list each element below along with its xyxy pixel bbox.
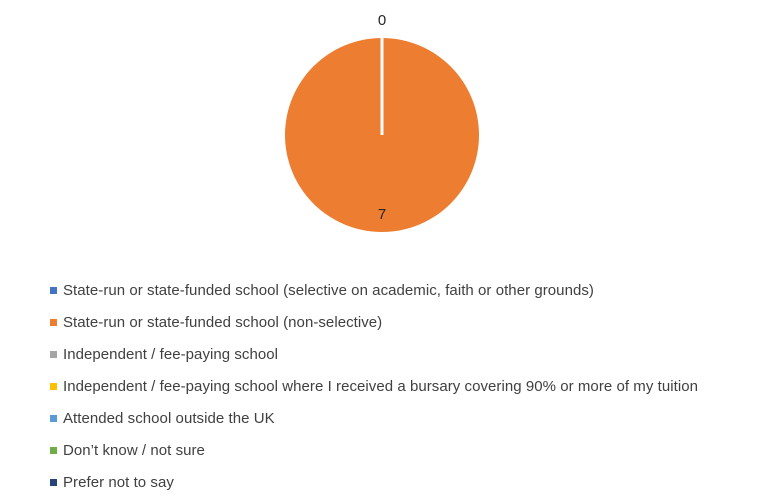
legend-label: Independent / fee-paying school <box>63 345 279 363</box>
legend-label: State-run or state-funded school (non-se… <box>63 313 383 331</box>
legend-item: Independent / fee-paying school where I … <box>50 370 762 402</box>
data-label-1: 7 <box>378 206 386 223</box>
legend-label: Don’t know / not sure <box>63 441 205 459</box>
legend-item: Don’t know / not sure <box>50 434 762 466</box>
legend-swatch <box>50 382 57 390</box>
legend-item: State-run or state-funded school (select… <box>50 274 762 306</box>
legend-item: State-run or state-funded school (non-se… <box>50 306 762 338</box>
legend-swatch <box>50 318 57 326</box>
legend-label: Attended school outside the UK <box>63 409 275 427</box>
legend-swatch <box>50 286 57 294</box>
legend-label: Prefer not to say <box>63 473 174 491</box>
legend-item: Independent / fee-paying school <box>50 338 762 370</box>
legend-swatch <box>50 350 57 358</box>
legend-swatch <box>50 414 57 422</box>
legend-swatch <box>50 446 57 454</box>
legend-label: State-run or state-funded school (select… <box>63 281 594 299</box>
legend: State-run or state-funded school (select… <box>50 274 762 498</box>
pie-chart: 07 <box>285 12 479 232</box>
legend-label: Independent / fee-paying school where I … <box>63 377 698 395</box>
legend-item: Attended school outside the UK <box>50 402 762 434</box>
legend-swatch <box>50 478 57 486</box>
data-label-0: 0 <box>378 12 386 29</box>
legend-item: Prefer not to say <box>50 466 762 498</box>
